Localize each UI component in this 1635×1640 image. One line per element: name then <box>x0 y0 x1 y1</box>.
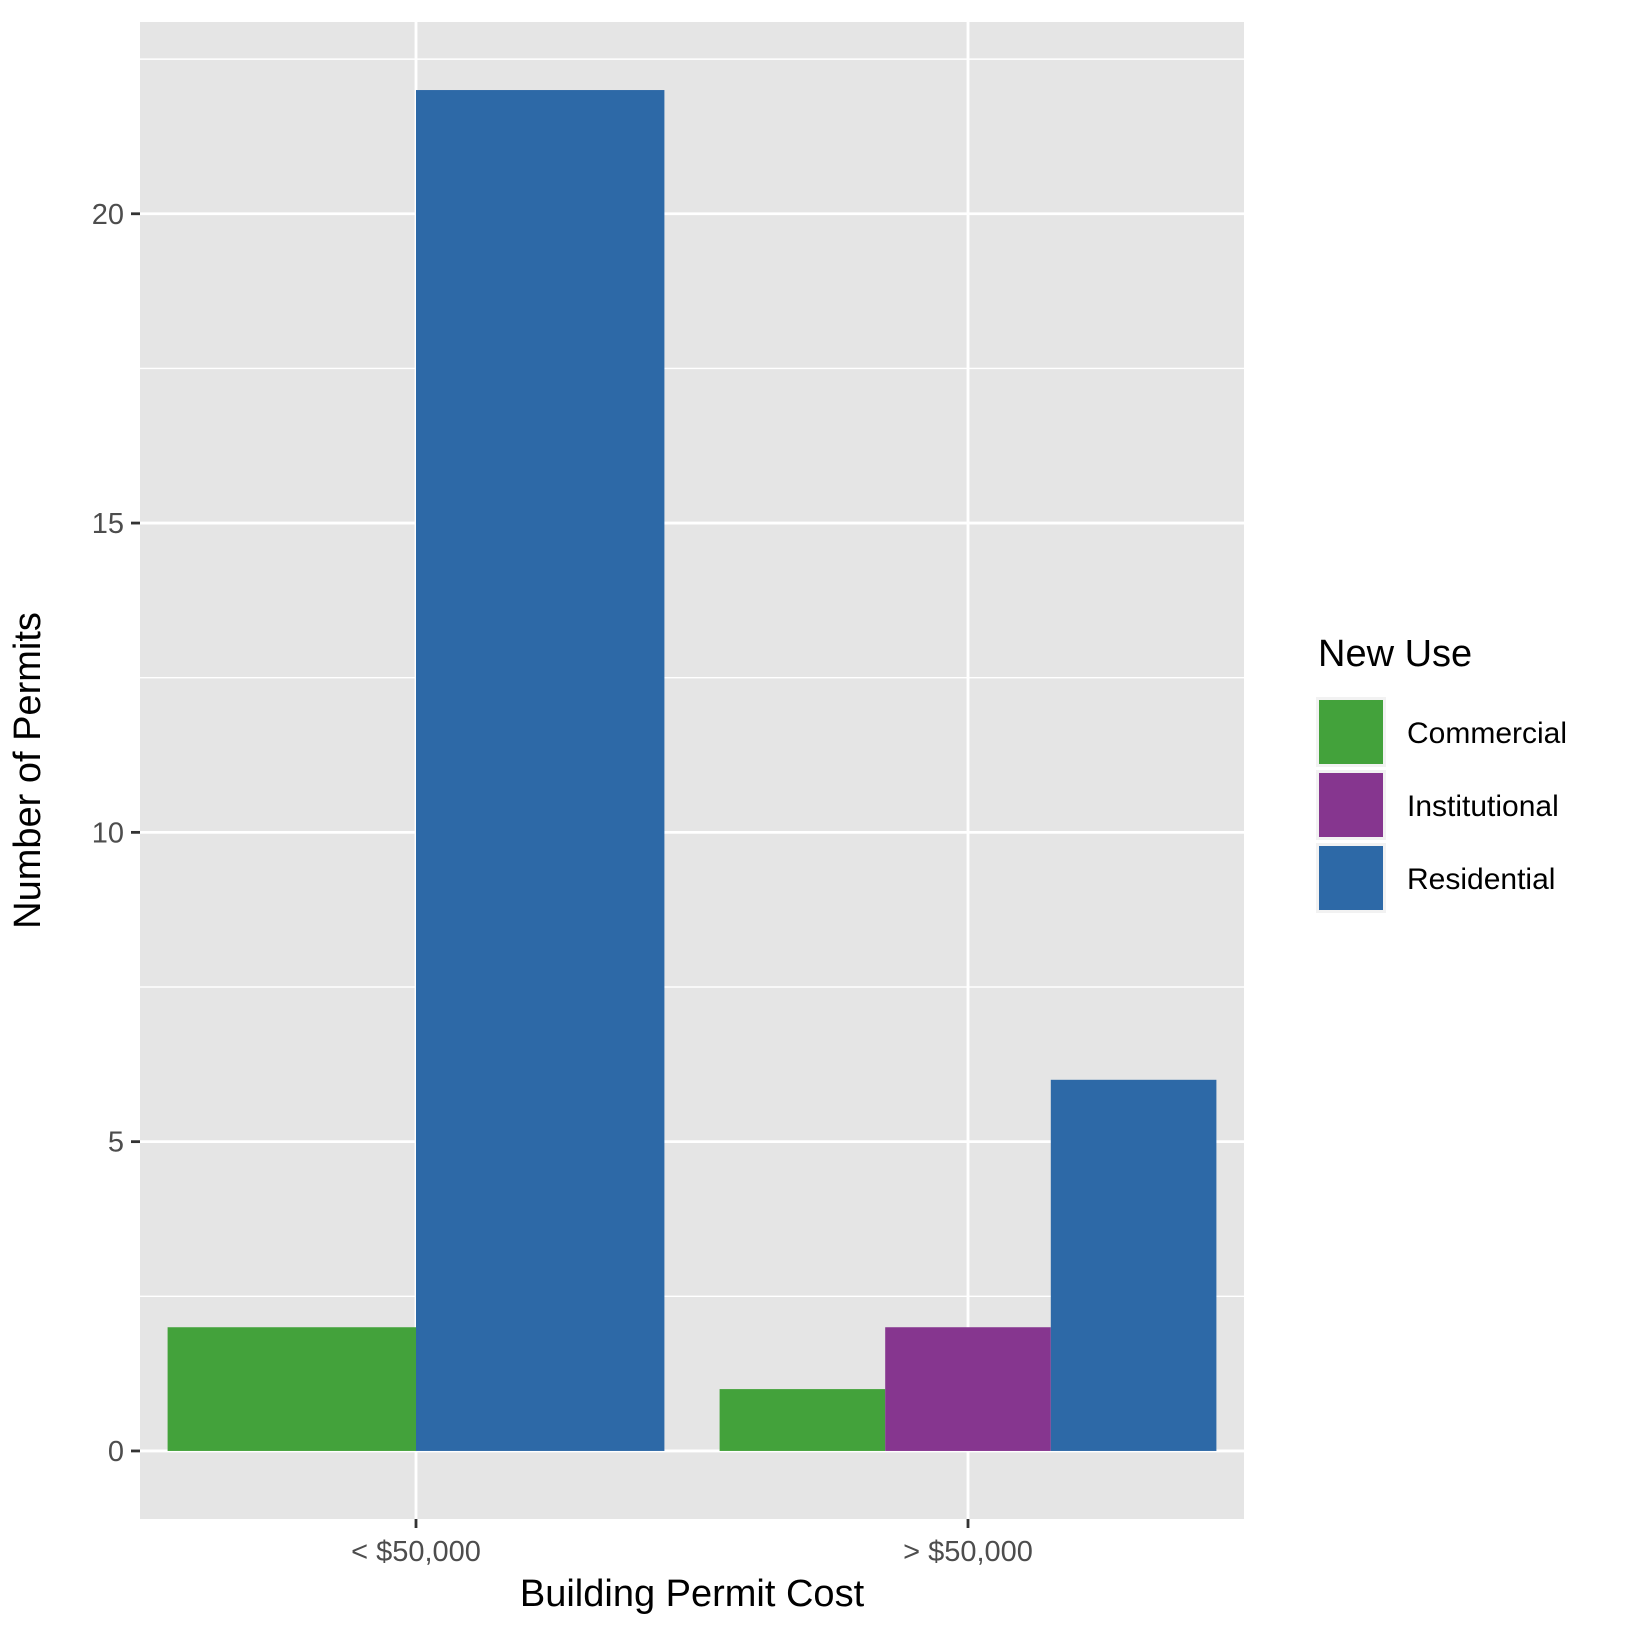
bar-residential-0 <box>416 90 665 1451</box>
bars <box>167 90 1217 1451</box>
axes: 0 5 10 15 20 < $50,000 > $50,000 <box>92 199 1033 1568</box>
legend-swatch-commercial <box>1319 700 1383 764</box>
legend-label-commercial: Commercial <box>1407 717 1567 750</box>
legend-label-residential: Residential <box>1407 863 1555 896</box>
y-tick-label: 5 <box>108 1127 124 1159</box>
y-axis-title: Number of Permits <box>7 612 49 929</box>
x-tick-label: < $50,000 <box>351 1536 481 1568</box>
legend: New Use Commercial Institutional Residenti… <box>1316 633 1567 913</box>
bar-commercial-1 <box>719 1389 886 1451</box>
y-tick-label: 15 <box>92 508 124 540</box>
bar-residential-1 <box>1050 1079 1217 1451</box>
legend-label-institutional: Institutional <box>1407 790 1559 823</box>
y-tick-label: 20 <box>92 199 124 231</box>
bar-commercial-0 <box>167 1327 416 1451</box>
bar-institutional-1 <box>885 1327 1051 1451</box>
x-tick-label: > $50,000 <box>903 1536 1033 1568</box>
legend-swatch-residential <box>1319 846 1383 910</box>
legend-title: New Use <box>1318 633 1472 675</box>
legend-swatch-institutional <box>1319 773 1383 837</box>
y-tick-label: 10 <box>92 817 124 849</box>
x-axis-title: Building Permit Cost <box>520 1573 865 1615</box>
y-tick-label: 0 <box>108 1436 124 1468</box>
